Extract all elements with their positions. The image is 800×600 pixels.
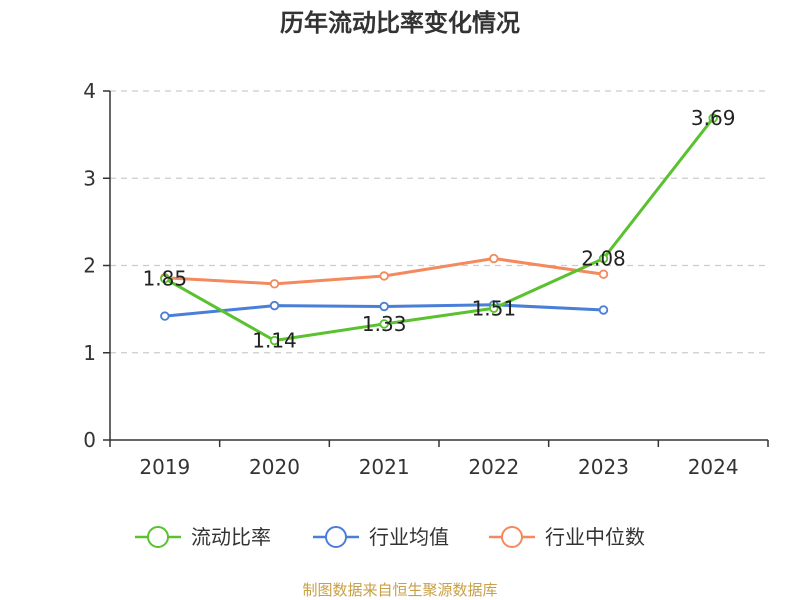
- series-point-2: [489, 253, 499, 264]
- legend-item: 行业中位数: [489, 525, 645, 549]
- legend-label: 行业中位数: [545, 525, 645, 549]
- y-tick-label: 1: [83, 341, 96, 365]
- x-tick-label: 2023: [578, 455, 629, 479]
- data-label: 1.51: [472, 296, 517, 320]
- x-tick-label: 2019: [139, 455, 190, 479]
- data-label: 1.33: [362, 312, 407, 336]
- x-tick-label: 2020: [249, 455, 300, 479]
- x-tick-label: 2022: [468, 455, 519, 479]
- series-point-2: [379, 271, 389, 281]
- axes: 0 1 2 3 4 2019 2020 2021 2022 2023 2024: [83, 79, 769, 479]
- legend-item: 流动比率: [135, 525, 271, 549]
- series-layer: [160, 113, 718, 346]
- chart-title: 历年流动比率变化情况: [280, 9, 520, 37]
- data-label: 1.14: [252, 329, 297, 353]
- series-point-0: [269, 335, 280, 346]
- y-tick-label: 2: [83, 254, 96, 278]
- x-tick-label: 2024: [688, 455, 739, 479]
- series-point-0: [489, 303, 499, 313]
- legend-label: 流动比率: [191, 525, 271, 549]
- series-point-1: [379, 301, 389, 312]
- y-tick-label: 4: [83, 79, 96, 103]
- data-label: 3.69: [691, 106, 736, 130]
- series-point-1: [269, 300, 280, 311]
- series-point-0: [160, 273, 170, 284]
- x-tick-label: 2021: [359, 455, 410, 479]
- series-point-1: [598, 305, 609, 315]
- y-tick-label: 3: [83, 166, 96, 190]
- data-label: 1.85: [143, 267, 188, 291]
- data-label: 2.08: [581, 247, 626, 271]
- legend-item: 行业均值: [313, 525, 449, 549]
- legend-marker: [147, 526, 169, 548]
- legend-label: 行业均值: [369, 525, 449, 549]
- data-labels: 1.85 1.14 1.33 1.51 2.08 3.69: [143, 106, 736, 352]
- series-line-0: [164, 117, 715, 343]
- source-note: 制图数据来自恒生聚源数据库: [302, 581, 497, 599]
- series-point-0: [708, 113, 718, 123]
- grid-lines: [110, 90, 768, 354]
- series-point-0: [379, 319, 389, 329]
- series-point-0: [598, 253, 609, 264]
- y-tick-label: 0: [83, 428, 96, 452]
- series-point-1: [160, 311, 170, 321]
- legend-marker: [501, 526, 523, 548]
- legend: 流动比率 行业均值 行业中位数: [135, 525, 645, 549]
- series-point-2: [598, 269, 609, 279]
- series-point-2: [269, 279, 280, 289]
- legend-marker: [325, 526, 347, 548]
